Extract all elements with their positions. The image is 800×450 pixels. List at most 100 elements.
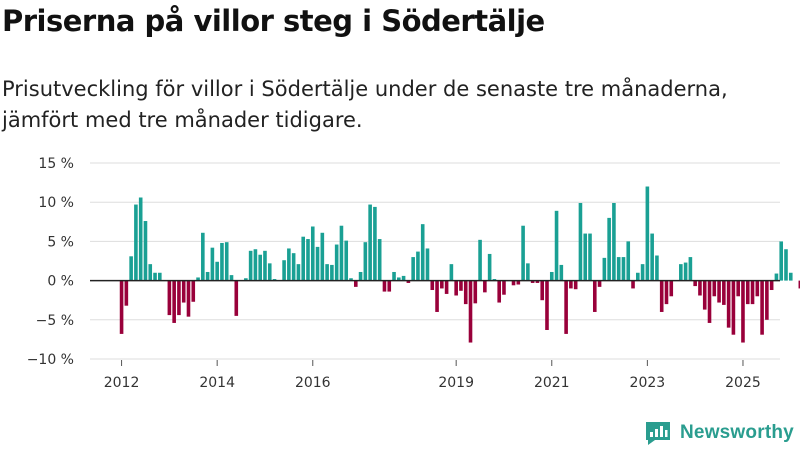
bar — [511, 280, 516, 286]
bar — [664, 280, 669, 305]
bar — [358, 271, 363, 281]
bar — [497, 280, 501, 303]
bar — [406, 280, 411, 283]
bar — [521, 225, 525, 281]
bar — [315, 246, 320, 281]
bar — [516, 280, 521, 285]
y-tick-label: 0 % — [47, 274, 74, 290]
bar — [736, 280, 740, 297]
bar — [468, 280, 473, 343]
grid-layer — [90, 162, 780, 360]
bar — [559, 264, 564, 281]
bar — [430, 280, 435, 291]
bar — [655, 255, 659, 281]
bar — [760, 280, 764, 335]
bar — [631, 280, 635, 289]
chart-subtitle: Prisutveckling för villor i Södertälje u… — [2, 77, 728, 132]
bar — [440, 280, 444, 289]
x-tick-label: 2023 — [630, 375, 666, 391]
x-tick-label: 2025 — [725, 375, 761, 391]
bar — [377, 239, 382, 281]
bar — [272, 279, 277, 281]
y-tick-label: 5 % — [47, 234, 74, 250]
newsworthy-brand[interactable]: Newsworthy — [644, 420, 794, 446]
bar — [229, 275, 234, 281]
bar — [530, 280, 535, 283]
bar — [535, 280, 540, 283]
bar — [220, 242, 224, 281]
bar — [368, 204, 372, 281]
bar — [788, 272, 793, 281]
bar — [306, 239, 310, 281]
bar — [363, 242, 368, 281]
x-tick-label: 2021 — [534, 375, 570, 391]
bar — [636, 272, 640, 281]
bar — [592, 280, 597, 312]
bar — [143, 221, 148, 281]
bar — [416, 251, 420, 281]
bar — [215, 261, 219, 281]
bar — [607, 217, 611, 281]
bar — [397, 277, 401, 281]
bar — [129, 256, 133, 281]
bar — [554, 210, 559, 281]
y-tick-label: 10 % — [38, 195, 74, 211]
bar — [401, 275, 406, 281]
bar — [158, 272, 162, 281]
bar — [153, 272, 157, 281]
x-tick-label: 2016 — [295, 375, 331, 391]
bar — [167, 280, 172, 316]
bar — [588, 233, 592, 281]
bar — [310, 226, 315, 281]
bar — [344, 240, 349, 281]
bar — [205, 271, 210, 281]
bar — [334, 244, 339, 281]
chart-title: Priserna på villor steg i Södertälje — [2, 4, 545, 38]
bar — [263, 250, 267, 281]
bar — [253, 249, 258, 281]
bar — [765, 280, 769, 320]
bar — [392, 271, 396, 281]
bar — [487, 253, 492, 281]
bar — [526, 263, 530, 281]
bar — [722, 280, 726, 305]
bar — [435, 280, 439, 312]
bar — [325, 264, 329, 281]
bars-layer — [119, 186, 800, 343]
bar — [545, 280, 549, 330]
bar — [578, 202, 583, 281]
bar — [549, 271, 554, 281]
bar — [774, 273, 779, 281]
bar — [621, 257, 626, 281]
bar — [564, 280, 568, 334]
bar — [234, 280, 239, 316]
bar — [669, 280, 674, 297]
bar — [454, 280, 458, 296]
bar — [425, 248, 430, 281]
bar — [569, 280, 573, 289]
bar — [444, 280, 449, 294]
bar — [573, 280, 578, 290]
bar — [224, 242, 229, 281]
bar — [244, 278, 248, 281]
bar — [726, 280, 731, 328]
bar — [583, 233, 588, 281]
bar — [650, 233, 654, 281]
bar — [707, 280, 712, 323]
bar — [626, 241, 631, 281]
bar — [492, 279, 497, 281]
bar — [181, 280, 186, 303]
bar — [540, 280, 545, 301]
bar — [463, 280, 468, 305]
x-tick-label: 2014 — [199, 375, 235, 391]
bar — [119, 280, 124, 334]
bar — [339, 225, 344, 281]
bar — [688, 257, 693, 281]
bar — [148, 264, 153, 281]
bar — [473, 280, 478, 304]
bar — [373, 206, 377, 281]
bar — [248, 250, 253, 281]
bar — [640, 264, 645, 281]
bar — [124, 280, 129, 306]
bar — [411, 257, 415, 281]
